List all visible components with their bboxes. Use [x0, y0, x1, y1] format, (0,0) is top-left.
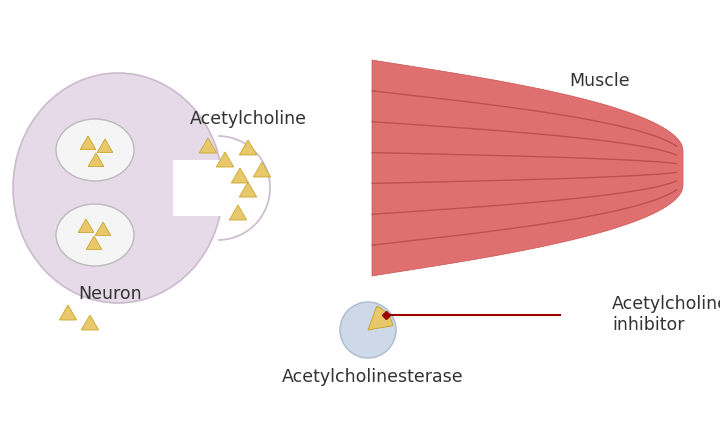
Polygon shape — [81, 315, 99, 330]
Ellipse shape — [56, 119, 134, 181]
Polygon shape — [199, 138, 217, 153]
Text: Muscle: Muscle — [570, 72, 630, 90]
Polygon shape — [231, 168, 248, 183]
Polygon shape — [95, 222, 111, 235]
Text: Neuron: Neuron — [78, 285, 142, 303]
Polygon shape — [229, 205, 247, 220]
Polygon shape — [86, 236, 102, 249]
Polygon shape — [88, 153, 104, 167]
Polygon shape — [97, 139, 113, 153]
Text: Acetylcholinesterase
inhibitor: Acetylcholinesterase inhibitor — [612, 295, 720, 334]
Ellipse shape — [13, 73, 223, 303]
Text: Acetylcholine: Acetylcholine — [189, 110, 307, 128]
Polygon shape — [216, 152, 234, 167]
Polygon shape — [78, 219, 94, 232]
Polygon shape — [253, 162, 271, 177]
Polygon shape — [80, 136, 96, 150]
Text: Acetylcholinesterase: Acetylcholinesterase — [282, 368, 464, 386]
Polygon shape — [239, 140, 257, 155]
Polygon shape — [372, 60, 683, 276]
Circle shape — [340, 302, 396, 358]
Polygon shape — [173, 160, 238, 216]
Ellipse shape — [56, 204, 134, 266]
Wedge shape — [368, 306, 393, 330]
Polygon shape — [239, 182, 257, 197]
Polygon shape — [59, 305, 77, 320]
